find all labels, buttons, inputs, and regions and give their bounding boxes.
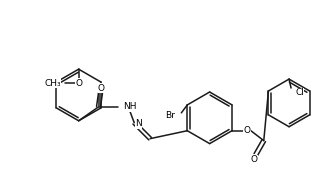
Text: CH₃: CH₃ (44, 79, 61, 88)
Text: O: O (75, 79, 82, 88)
Text: Br: Br (166, 111, 176, 120)
Text: N: N (135, 119, 142, 128)
Text: O: O (98, 84, 105, 92)
Text: Cl: Cl (295, 88, 304, 97)
Text: O: O (244, 126, 250, 135)
Text: O: O (250, 155, 257, 164)
Text: NH: NH (123, 102, 137, 111)
